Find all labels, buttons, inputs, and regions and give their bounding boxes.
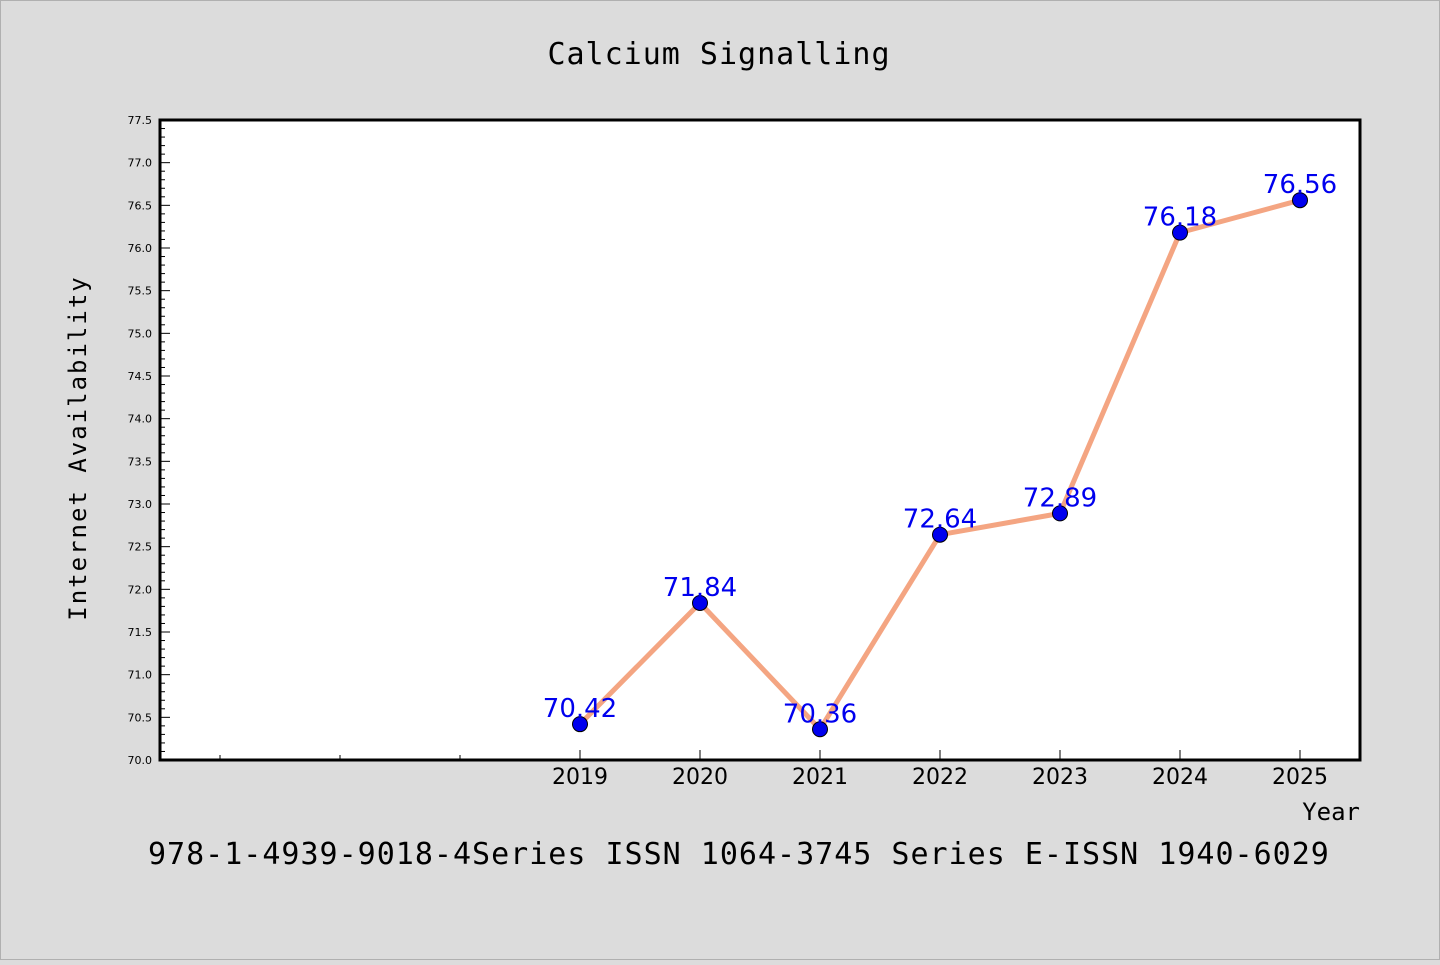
x-tick-label: 2025 — [1272, 765, 1328, 790]
y-tick-label: 72.5 — [128, 541, 153, 554]
y-tick-label: 72.0 — [128, 583, 153, 596]
y-axis: 70.0 70.5 71.0 71.5 72.0 72.5 73.0 73.5 74.0 74.5… — [128, 114, 170, 767]
footer-text: 978-1-4939-9018-4Series ISSN 1064-3745 S… — [148, 837, 1330, 872]
plot-area — [158, 118, 1362, 762]
data-point — [1172, 224, 1188, 241]
x-tick-label: 2020 — [672, 765, 728, 790]
x-tick-label: 2024 — [1152, 765, 1208, 790]
y-tick-label: 73.0 — [128, 498, 153, 511]
x-axis: 2019 2020 2021 2022 2023 2024 2025 — [219, 750, 1328, 790]
data-label: 72.64 — [903, 505, 977, 535]
y-tick-label: 77.5 — [128, 114, 153, 127]
y-tick-label: 71.5 — [128, 626, 153, 639]
y-tick-label: 73.5 — [128, 455, 153, 468]
x-tick-label: 2023 — [1032, 765, 1088, 790]
x-tick-label: 2022 — [912, 765, 968, 790]
y-tick-label: 76.0 — [128, 242, 153, 255]
data-point — [1052, 505, 1068, 522]
data-point — [572, 716, 588, 733]
y-tick-label: 75.5 — [128, 285, 153, 298]
y-tick-label: 74.0 — [128, 413, 153, 426]
y-tick-label: 71.0 — [128, 669, 153, 682]
data-label: 70.42 — [543, 694, 617, 724]
data-point — [692, 594, 708, 611]
y-tick-label: 70.5 — [128, 711, 153, 724]
data-label: 71.84 — [663, 573, 737, 603]
y-axis-label: Internet Availability — [64, 275, 92, 620]
x-axis-label: Year — [1302, 798, 1360, 826]
y-tick-label: 75.0 — [128, 327, 153, 340]
data-point — [932, 526, 948, 543]
data-label: 72.89 — [1023, 483, 1097, 513]
chart-title: Calcium Signalling — [547, 37, 890, 72]
data-label: 76.18 — [1143, 203, 1217, 233]
y-tick-label: 77.0 — [128, 157, 153, 170]
y-tick-label: 76.5 — [128, 199, 153, 212]
series-layer: 70.42 71.84 70.36 72.64 72.89 76.18 76.56 — [543, 170, 1337, 738]
data-label: 76.56 — [1263, 170, 1337, 200]
data-point — [812, 721, 828, 738]
y-tick-label: 70.0 — [128, 754, 153, 767]
x-tick-label: 2021 — [792, 765, 848, 790]
data-point — [1292, 192, 1308, 209]
y-tick-label: 74.5 — [128, 370, 153, 383]
data-label: 70.36 — [783, 699, 857, 729]
x-tick-label: 2019 — [552, 765, 608, 790]
